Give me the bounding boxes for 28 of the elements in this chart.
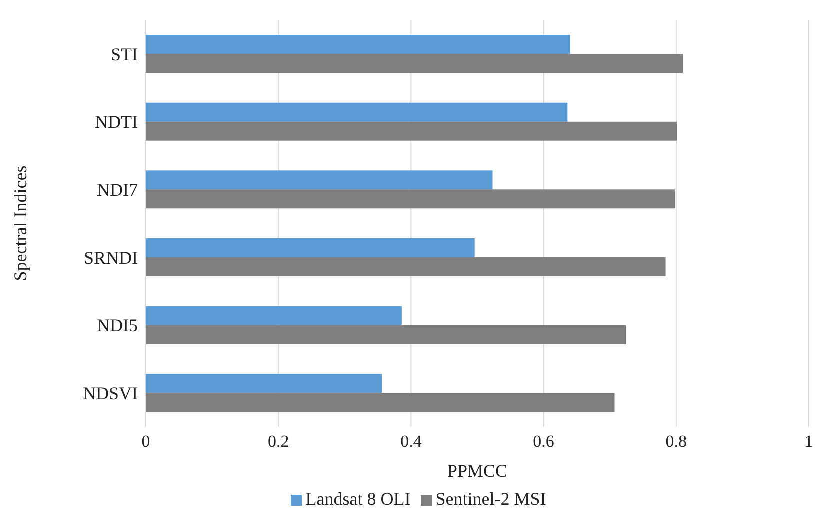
x-axis-title: PPMCC — [447, 461, 508, 481]
bar — [146, 54, 684, 73]
y-tick-label: SRNDI — [84, 248, 138, 268]
bar — [146, 393, 615, 412]
x-tick-label: 0.8 — [666, 432, 688, 452]
bar — [146, 190, 676, 209]
bar — [146, 325, 626, 344]
y-tick-label: STI — [111, 44, 138, 64]
y-tick-label: NDI7 — [97, 180, 138, 200]
y-axis-title: Spectral Indices — [10, 166, 30, 282]
x-tick-label: 0 — [142, 432, 150, 452]
legend-label: Sentinel-2 MSI — [436, 489, 546, 509]
x-tick-label: 1 — [804, 432, 814, 452]
x-tick-label: 0.4 — [400, 432, 422, 452]
x-tick-label: 0.6 — [533, 432, 554, 452]
y-tick-label: NDSVI — [82, 383, 138, 404]
bar — [146, 35, 570, 54]
bar — [146, 102, 568, 122]
bar — [146, 374, 382, 394]
legend-label: Landsat 8 OLI — [306, 489, 411, 509]
y-tick-label: NDTI — [95, 112, 138, 132]
x-tick-label: 0.2 — [268, 432, 290, 452]
bar — [146, 170, 493, 190]
y-tick-label: NDI5 — [97, 316, 138, 336]
bar — [146, 238, 475, 258]
bar — [146, 122, 678, 141]
bar — [146, 258, 666, 276]
bar — [146, 306, 402, 326]
